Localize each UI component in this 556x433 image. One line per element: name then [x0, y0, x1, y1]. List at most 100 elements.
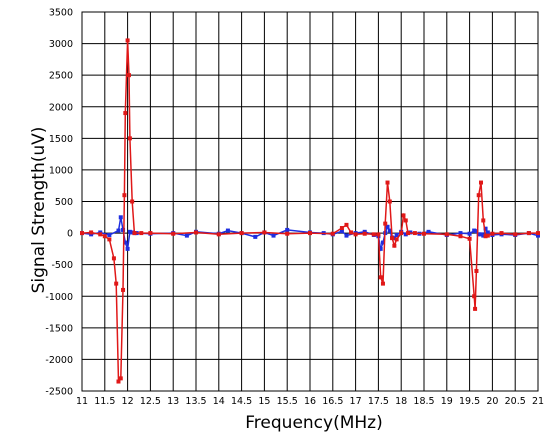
x-tick-label: 15	[258, 396, 270, 407]
data-point	[412, 231, 417, 236]
data-point	[330, 231, 335, 236]
data-point	[399, 231, 404, 236]
x-tick-label: 13.5	[185, 396, 206, 407]
data-point	[383, 221, 388, 226]
x-tick-label: 14	[213, 396, 225, 407]
data-point	[392, 243, 397, 248]
y-tick-labels: 3500 3000 2500 2000 1500 1000 500 0 -500 -1000 -15…	[45, 8, 73, 398]
x-tick-label: 19	[441, 396, 453, 407]
data-point	[123, 240, 128, 245]
data-point	[339, 229, 344, 234]
y-tick-label: -2500	[45, 387, 73, 398]
data-point	[499, 231, 504, 236]
x-tick-label: 15.5	[277, 396, 298, 407]
data-point	[385, 180, 390, 185]
y-tick-label: -1000	[45, 292, 73, 303]
data-point	[467, 231, 472, 236]
y-tick-label: 3000	[49, 39, 73, 50]
data-point	[80, 231, 84, 236]
data-point	[394, 237, 399, 242]
data-point	[474, 268, 479, 273]
data-point	[125, 38, 130, 43]
series-2	[80, 38, 540, 384]
data-point	[378, 275, 383, 280]
data-point	[362, 231, 367, 236]
data-point	[376, 232, 381, 237]
data-point	[476, 193, 481, 198]
series-line	[81, 40, 538, 384]
data-point	[171, 231, 176, 236]
x-tick-label: 17.5	[368, 396, 389, 407]
data-point	[481, 218, 486, 223]
data-point	[98, 232, 103, 237]
data-point	[130, 199, 135, 204]
data-point	[239, 231, 244, 236]
data-point	[403, 218, 408, 223]
x-tick-label: 20.5	[505, 396, 526, 407]
data-point	[473, 306, 478, 311]
data-point	[127, 136, 132, 141]
data-point	[116, 379, 121, 384]
data-point	[481, 233, 486, 238]
y-tick-label: 0	[67, 229, 73, 240]
x-tick-label: 11	[76, 396, 88, 407]
grid	[81, 11, 539, 392]
data-point	[353, 232, 358, 237]
data-point	[123, 111, 128, 116]
x-tick-label: 13	[167, 396, 179, 407]
data-point	[403, 232, 408, 237]
data-point	[380, 281, 385, 286]
data-point	[485, 233, 490, 238]
y-axis-label: Signal Strength(uV)	[29, 127, 49, 294]
data-point	[102, 234, 107, 239]
data-point	[107, 232, 112, 237]
y-tick-label: 500	[55, 197, 73, 208]
data-point	[472, 294, 477, 299]
data-point	[483, 226, 488, 231]
data-point	[380, 240, 385, 245]
y-tick-label: 1000	[49, 165, 73, 176]
data-point	[118, 215, 123, 220]
data-point	[184, 233, 189, 238]
x-tick-label: 12	[122, 396, 134, 407]
x-tick-label: 16	[304, 396, 316, 407]
x-tick-label: 19.5	[459, 396, 480, 407]
data-point	[89, 230, 94, 235]
series-layer	[80, 38, 540, 384]
data-point	[485, 230, 490, 235]
data-point	[458, 234, 463, 239]
data-point	[116, 228, 121, 233]
x-tick-label: 18.5	[413, 396, 434, 407]
data-point	[394, 232, 399, 237]
data-point	[385, 224, 390, 229]
data-point	[479, 180, 483, 185]
data-point	[344, 222, 349, 227]
data-point	[349, 230, 354, 235]
data-point	[526, 231, 531, 236]
data-point	[118, 376, 123, 381]
data-point	[148, 231, 153, 236]
data-point	[253, 234, 258, 239]
data-point	[139, 231, 144, 236]
x-tick-label: 11.5	[94, 396, 115, 407]
data-point	[132, 231, 137, 236]
data-point	[262, 230, 267, 235]
data-point	[308, 231, 312, 236]
x-tick-labels: 11 11.5 12 12.5 13 13.5 14 14.5 15 15.5 16 16.5 17 17…	[76, 396, 544, 407]
data-point	[467, 236, 472, 241]
data-point	[536, 233, 540, 238]
data-point	[458, 231, 463, 236]
y-tick-label: 3500	[49, 8, 73, 19]
data-point	[194, 230, 198, 235]
data-point	[125, 246, 130, 251]
x-axis-label: Frequency(MHz)	[245, 413, 382, 433]
data-point	[392, 236, 397, 241]
data-point	[387, 199, 392, 204]
data-point	[483, 234, 488, 239]
data-point	[126, 73, 131, 78]
data-point	[130, 230, 135, 235]
data-point	[401, 213, 406, 218]
data-point	[472, 228, 477, 233]
data-point	[111, 256, 116, 261]
